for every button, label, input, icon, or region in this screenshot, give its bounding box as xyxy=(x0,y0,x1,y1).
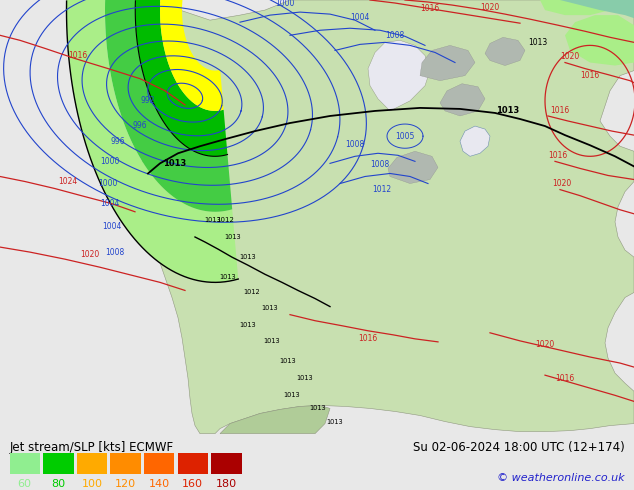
Polygon shape xyxy=(220,405,330,434)
Text: 996: 996 xyxy=(111,137,126,146)
Text: 1020: 1020 xyxy=(560,52,579,61)
Polygon shape xyxy=(540,0,634,15)
Polygon shape xyxy=(67,0,261,282)
Text: 1016: 1016 xyxy=(580,71,600,80)
Text: 1008: 1008 xyxy=(385,31,404,40)
Text: 1020: 1020 xyxy=(552,179,572,188)
Text: 1020: 1020 xyxy=(81,249,100,259)
Text: 1012: 1012 xyxy=(216,217,234,223)
Text: 1008: 1008 xyxy=(346,140,365,149)
Text: 1000: 1000 xyxy=(98,179,118,188)
Text: 1012: 1012 xyxy=(243,290,261,295)
Text: 120: 120 xyxy=(115,479,136,489)
Text: 80: 80 xyxy=(51,479,65,489)
Polygon shape xyxy=(460,126,490,156)
Text: 140: 140 xyxy=(148,479,170,489)
Text: 1013: 1013 xyxy=(262,305,278,311)
Text: 1004: 1004 xyxy=(351,13,370,22)
Polygon shape xyxy=(420,46,475,81)
Text: 1016: 1016 xyxy=(555,374,574,383)
Polygon shape xyxy=(388,151,438,184)
Text: 1016: 1016 xyxy=(68,51,87,60)
Polygon shape xyxy=(560,0,634,18)
Text: 1016: 1016 xyxy=(550,106,569,116)
Text: 60: 60 xyxy=(18,479,32,489)
Text: 1008: 1008 xyxy=(370,160,390,170)
Text: 1013: 1013 xyxy=(309,405,327,412)
Text: Su 02-06-2024 18:00 UTC (12+174): Su 02-06-2024 18:00 UTC (12+174) xyxy=(413,441,624,454)
Text: 1004: 1004 xyxy=(102,222,122,231)
Text: 1020: 1020 xyxy=(535,341,555,349)
Bar xyxy=(77,453,107,474)
Text: 1013: 1013 xyxy=(220,274,236,280)
Bar xyxy=(10,453,40,474)
Text: 1013: 1013 xyxy=(205,217,221,223)
Text: 1013: 1013 xyxy=(163,159,186,169)
Bar xyxy=(178,453,208,474)
Text: 1016: 1016 xyxy=(358,334,378,343)
Polygon shape xyxy=(135,0,240,156)
Text: 1000: 1000 xyxy=(275,0,295,8)
Text: © weatheronline.co.uk: © weatheronline.co.uk xyxy=(497,472,624,483)
Text: 1024: 1024 xyxy=(58,177,77,186)
Text: 1005: 1005 xyxy=(396,132,415,141)
Text: 100: 100 xyxy=(81,479,103,489)
Text: 1008: 1008 xyxy=(105,247,125,257)
Text: 1013: 1013 xyxy=(224,234,242,240)
Text: 1013: 1013 xyxy=(528,38,548,47)
Polygon shape xyxy=(485,37,525,66)
Text: 1013: 1013 xyxy=(240,254,256,260)
Text: 1013: 1013 xyxy=(297,375,313,381)
Text: 1013: 1013 xyxy=(240,322,256,328)
Polygon shape xyxy=(590,0,634,15)
Text: 1016: 1016 xyxy=(548,151,567,160)
Bar xyxy=(144,453,174,474)
Text: 1012: 1012 xyxy=(372,185,392,194)
Polygon shape xyxy=(368,40,430,111)
Text: 160: 160 xyxy=(182,479,204,489)
Polygon shape xyxy=(142,0,634,434)
Text: 1013: 1013 xyxy=(327,418,344,424)
Bar xyxy=(110,453,141,474)
Polygon shape xyxy=(440,84,485,116)
Text: 1004: 1004 xyxy=(100,199,120,208)
Text: 180: 180 xyxy=(216,479,237,489)
Polygon shape xyxy=(160,0,232,111)
Text: 1016: 1016 xyxy=(420,3,439,13)
Text: 1020: 1020 xyxy=(481,2,500,12)
Polygon shape xyxy=(565,15,634,66)
Text: 1013: 1013 xyxy=(496,106,520,115)
Text: 996: 996 xyxy=(133,121,147,129)
Text: 992: 992 xyxy=(141,97,155,105)
Text: 1013: 1013 xyxy=(283,392,301,398)
Bar xyxy=(211,453,242,474)
Polygon shape xyxy=(105,0,249,212)
Text: 1000: 1000 xyxy=(100,157,120,166)
Bar xyxy=(43,453,74,474)
Text: 1013: 1013 xyxy=(280,358,296,364)
Text: Jet stream/SLP [kts] ECMWF: Jet stream/SLP [kts] ECMWF xyxy=(10,441,174,454)
Text: 1013: 1013 xyxy=(264,338,280,344)
